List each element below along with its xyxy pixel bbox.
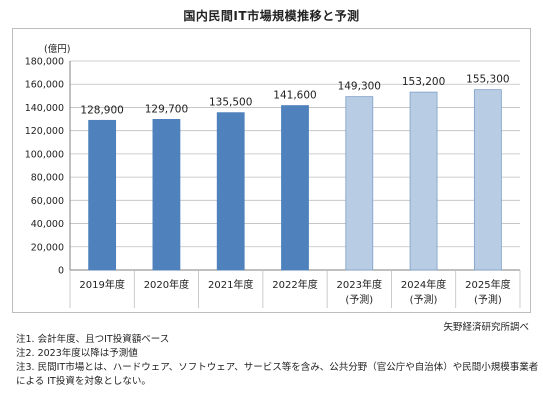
bar [216, 112, 245, 271]
x-tick-label: 2023年度 [337, 278, 382, 291]
bar [345, 96, 374, 271]
data-label: 135,500 [209, 97, 252, 109]
data-label: 128,900 [80, 104, 123, 116]
x-tick-sublabel: (予測) [410, 293, 438, 306]
y-tick-label: 180,000 [25, 57, 64, 68]
y-tick-label: 0 [58, 266, 64, 277]
data-label: 153,200 [402, 76, 445, 88]
bar [281, 105, 309, 271]
data-label: 129,700 [145, 103, 188, 115]
y-tick-label: 60,000 [31, 196, 64, 207]
y-unit-label: (億円) [44, 43, 70, 55]
y-tick-label: 160,000 [25, 80, 64, 91]
y-tick-label: 40,000 [31, 219, 64, 230]
bar [152, 119, 181, 271]
y-tick-label: 120,000 [25, 126, 64, 137]
source-label: 矢野経済研究所調べ [443, 322, 529, 333]
chart-area [12, 28, 531, 313]
x-tick-label: 2025年度 [465, 278, 510, 291]
note-2: 注2. 2023年度以降は予測値 [16, 348, 138, 359]
note-3: 注3. 民間IT市場とは、ハードウェア、ソフトウェア、サービス等を含み、公共分野… [16, 362, 539, 373]
y-tick-label: 100,000 [25, 149, 64, 160]
x-tick-label: 2019年度 [79, 278, 124, 291]
x-tick-sublabel: (予測) [345, 293, 373, 306]
x-tick-sublabel: (予測) [474, 293, 502, 306]
note-3-continued: による IT投資を対象としない。 [16, 376, 151, 387]
bar [409, 91, 438, 271]
bar [473, 89, 502, 271]
bar-chart: (億円) 0 20,000 40,000 60,000 80,000 100,000 120,… [25, 43, 521, 308]
x-tick-label: 2022年度 [272, 278, 317, 291]
data-label: 141,600 [273, 90, 316, 102]
y-tick-label: 80,000 [31, 173, 64, 184]
x-tick-label: 2020年度 [144, 278, 189, 291]
notes: 注1. 会計年度、且つIT投資額ベース 注2. 2023年度以降は予測値 注3.… [16, 333, 538, 389]
chart-title: 国内民間IT市場規模推移と予測 [183, 9, 360, 23]
x-tick-label: 2021年度 [208, 278, 253, 291]
data-label: 149,300 [338, 81, 381, 93]
y-tick-label: 140,000 [25, 103, 64, 114]
y-tick-label: 20,000 [31, 242, 64, 253]
data-label: 155,300 [466, 74, 509, 86]
bar [88, 119, 117, 271]
note-1: 注1. 会計年度、且つIT投資額ベース [16, 334, 170, 345]
x-tick-label: 2024年度 [401, 278, 446, 291]
